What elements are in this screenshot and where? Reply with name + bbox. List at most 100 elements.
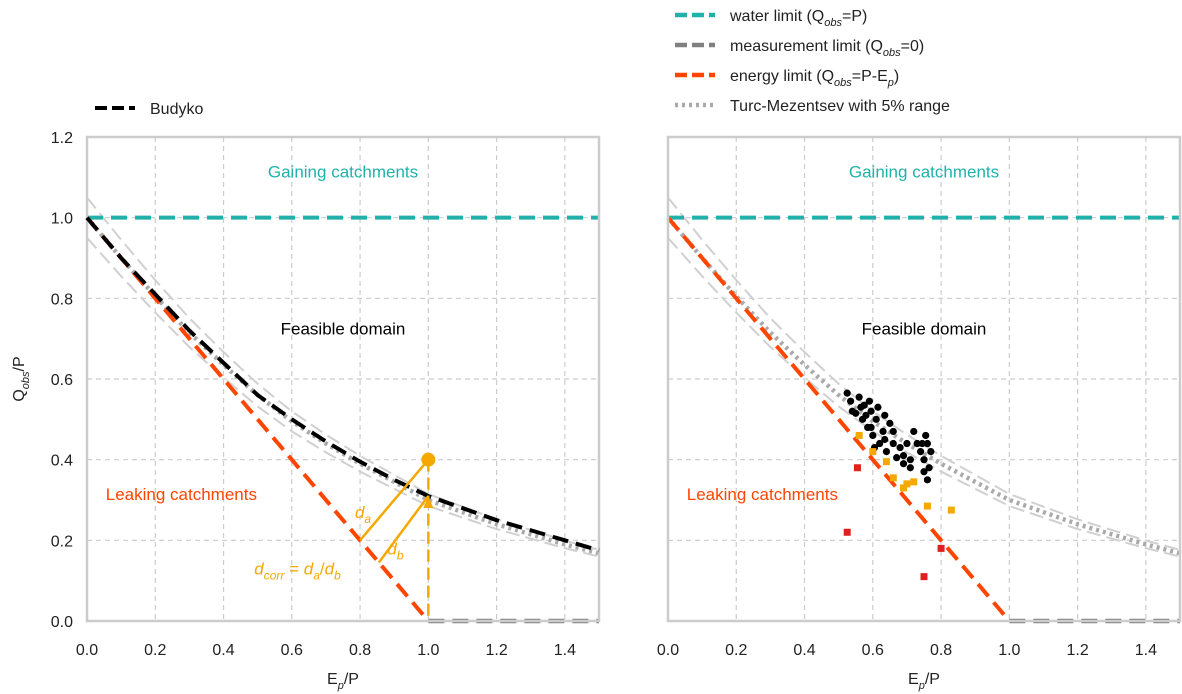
scatter-point — [867, 407, 875, 415]
legend-text-sub: obs — [883, 47, 901, 59]
y-tick-label: 1.0 — [51, 211, 73, 228]
panel-left: Gaining catchments Feasible domain Leaking… — [11, 130, 601, 692]
grid-lines — [87, 137, 599, 621]
scatter-point — [853, 464, 861, 472]
scatter-point — [903, 439, 911, 448]
scatter-point — [843, 528, 851, 536]
legend-text-base: measurement limit (Q — [730, 38, 883, 55]
legend-label-turc-mezentsev: Turc-Mezentsev with 5% range — [730, 98, 950, 115]
scatter-point — [923, 476, 932, 484]
x-tick-label: 0.6 — [862, 642, 884, 659]
gaining-catchments-label: Gaining catchments — [849, 162, 999, 181]
scatter-point — [920, 468, 928, 476]
scatter-series-2 — [843, 464, 945, 581]
scatter-point — [947, 506, 955, 514]
x-axis-label: Ep/P — [327, 671, 359, 692]
scatter-point — [906, 456, 914, 464]
scatter-point — [889, 427, 897, 436]
x-axis-label: Ep/P — [908, 671, 940, 692]
y-tick-label: 0.6 — [51, 372, 73, 389]
scatter-point — [913, 439, 921, 448]
y-tick-label: 0.8 — [51, 291, 73, 308]
scatter-point — [918, 439, 926, 448]
legend-text-base: water limit (Q — [729, 8, 824, 25]
x-axis-label-base: E — [327, 671, 338, 688]
x-tick-label: 0.0 — [657, 642, 679, 659]
da-label: da — [355, 503, 371, 526]
x-tick-label: 0.2 — [725, 642, 747, 659]
scatter-point — [896, 443, 904, 452]
db-line — [377, 495, 430, 564]
dcorr-a: d — [304, 560, 314, 579]
legend-label-energy-limit: energy limit (Qobs=P-Ep) — [730, 68, 899, 89]
x-axis-label-sub: p — [918, 680, 925, 692]
x-axis-label-rest: /P — [925, 671, 940, 688]
x-tick-label: 1.0 — [998, 642, 1020, 659]
scatter-point — [886, 419, 894, 427]
scatter-point — [867, 423, 875, 431]
panel-right: Gaining catchments Feasible domain Leaking… — [657, 135, 1182, 692]
x-tick-label: 1.0 — [417, 642, 439, 659]
scatter-point — [916, 448, 925, 456]
scatter-point — [903, 480, 911, 488]
legend-text-tail: ) — [894, 68, 899, 85]
dcorr-b: d — [325, 560, 335, 579]
dcorr-label: dcorr = da/db — [254, 560, 341, 583]
dcorr-a-sub: a — [313, 569, 320, 583]
x-axis-label-base: E — [908, 671, 919, 688]
legend-left: Budyko — [95, 101, 203, 118]
db-label-base: d — [387, 539, 397, 558]
scatter-series-0 — [843, 389, 935, 484]
x-axis-label-rest: /P — [344, 671, 359, 688]
x-tick-labels: 0.0 0.2 0.4 0.6 0.8 1.0 1.2 1.4 — [76, 642, 576, 659]
y-tick-label: 1.2 — [51, 130, 73, 147]
turc-range-upper — [667, 196, 1181, 551]
db-label-sub: b — [397, 548, 404, 562]
budyko-line — [85, 216, 600, 553]
x-tick-label: 1.4 — [1135, 642, 1157, 659]
y-axis-label-rest: /P — [11, 356, 28, 371]
db-label: db — [387, 539, 403, 562]
scatter-point — [869, 448, 877, 456]
x-tick-label: 0.0 — [76, 642, 98, 659]
x-tick-label: 0.4 — [793, 642, 815, 659]
legend-right: water limit (Qobs=P) measurement limit (Q… — [675, 8, 950, 115]
turc-range-lower — [86, 237, 600, 558]
scatter-point — [922, 431, 930, 440]
scatter-point — [860, 401, 868, 409]
scatter-point — [923, 502, 931, 510]
scatter-point — [872, 415, 880, 423]
scatter-point — [920, 573, 928, 581]
x-tick-label: 0.8 — [349, 642, 371, 659]
legend-label-budyko: Budyko — [150, 101, 203, 118]
leaking-catchments-label: Leaking catchments — [106, 485, 257, 504]
scatter-point — [910, 427, 918, 436]
scatter-point — [882, 448, 891, 456]
scatter-point — [899, 460, 908, 468]
scatter-point — [855, 431, 863, 439]
da-label-sub: a — [364, 512, 371, 526]
scatter-point — [843, 389, 851, 397]
dcorr-eq: = — [284, 560, 303, 579]
example-point — [421, 452, 436, 467]
scatter-point — [865, 397, 873, 405]
scatter-point — [927, 448, 935, 456]
feasible-domain-label: Feasible domain — [281, 320, 406, 339]
x-tick-label: 1.4 — [554, 642, 576, 659]
plot-frame — [85, 135, 601, 623]
scatter-point — [889, 439, 897, 448]
scatter-point — [869, 431, 877, 440]
x-tick-label: 1.2 — [1066, 642, 1088, 659]
legend-label-water-limit: water limit (Qobs=P) — [729, 8, 867, 29]
scatter-point — [906, 464, 914, 472]
leaking-catchments-label: Leaking catchments — [687, 485, 838, 504]
legend-text-base: Turc-Mezentsev with 5% range — [730, 98, 950, 115]
scatter-point — [847, 397, 855, 405]
scatter-point — [852, 409, 860, 417]
legend-label-measurement-limit: measurement limit (Qobs=0) — [730, 38, 924, 59]
scatter-point — [893, 454, 901, 462]
y-tick-label: 0.4 — [51, 453, 73, 470]
scatter-point — [937, 544, 945, 552]
x-tick-label: 0.6 — [281, 642, 303, 659]
scatter-point — [925, 464, 933, 472]
